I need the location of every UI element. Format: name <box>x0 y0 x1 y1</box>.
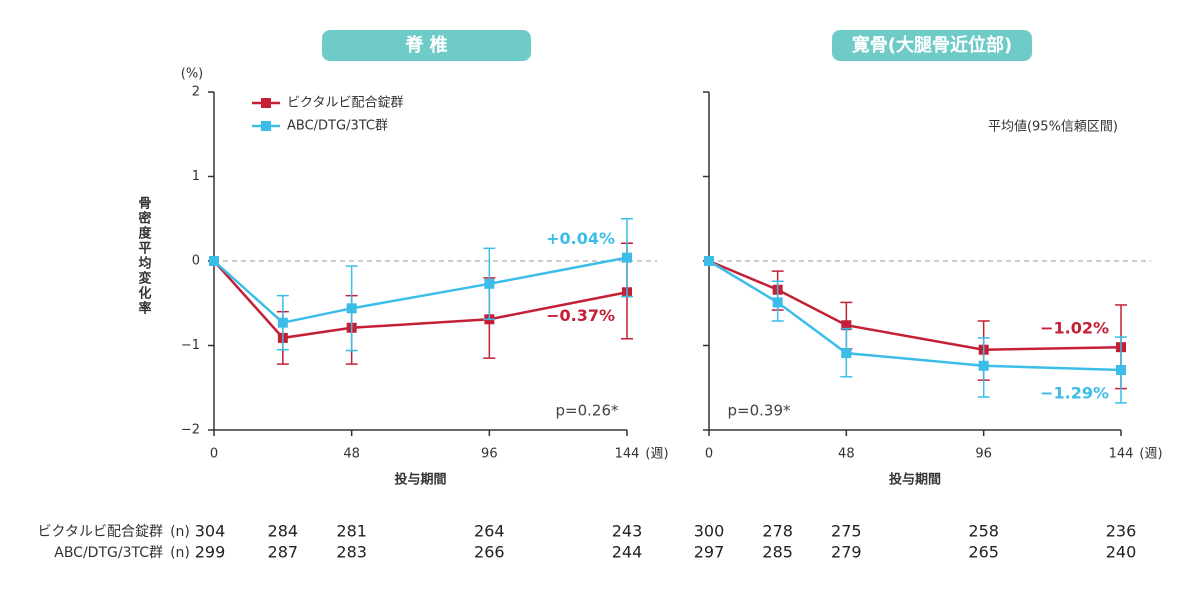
n-unit: (n) <box>170 524 190 540</box>
n-count: 258 <box>968 522 999 541</box>
x-tick-label: 0 <box>705 447 713 462</box>
n-count: 243 <box>612 522 643 541</box>
marker <box>277 317 288 328</box>
n-count: 236 <box>1106 522 1137 541</box>
chart-title: 寛骨(大腿骨近位部) <box>852 34 1012 56</box>
x-tick-label: 48 <box>343 447 360 462</box>
title-pill <box>322 30 531 61</box>
n-count: 266 <box>474 543 505 562</box>
value-label: +0.04% <box>546 229 615 248</box>
n-row-label: ABC/DTG/3TC群 <box>54 545 163 561</box>
y-tick-label: −2 <box>181 423 200 438</box>
marker <box>704 256 714 266</box>
x-tick-label: 48 <box>838 447 855 462</box>
y-tick-label: 0 <box>192 254 200 269</box>
x-axis-label: 投与期間 <box>394 472 446 488</box>
x-tick-label: 96 <box>481 447 498 462</box>
n-count: 287 <box>268 543 299 562</box>
x-unit: (週) <box>1139 447 1162 462</box>
chart-title: 脊 椎 <box>404 34 447 56</box>
marker <box>346 303 357 314</box>
marker <box>209 256 219 266</box>
marker <box>841 320 852 331</box>
p-value: p=0.39* <box>728 402 791 420</box>
n-count: 304 <box>195 522 226 541</box>
n-count: 279 <box>831 543 862 562</box>
x-tick-label: 0 <box>210 447 218 462</box>
marker <box>622 252 632 263</box>
marker <box>841 348 852 359</box>
n-count: 264 <box>474 522 505 541</box>
n-count: 244 <box>612 543 643 562</box>
n-count: 300 <box>694 522 725 541</box>
legend-label: ABC/DTG/3TC群 <box>287 119 388 134</box>
x-tick-label: 144 <box>1109 447 1134 462</box>
n-count: 285 <box>762 543 793 562</box>
legend-label: ビクタルビ配合錠群 <box>287 96 403 111</box>
n-count: 299 <box>195 543 226 562</box>
legend-marker <box>261 98 271 108</box>
n-count: 278 <box>762 522 793 541</box>
marker <box>484 278 495 289</box>
value-label: −0.37% <box>546 306 615 325</box>
x-axis-label: 投与期間 <box>889 472 941 488</box>
n-row-label: ビクタルビ配合錠群 <box>38 524 163 540</box>
y-tick-label: 1 <box>192 169 200 184</box>
y-unit: (%) <box>181 67 204 82</box>
value-label: −1.02% <box>1040 319 1109 338</box>
y-axis-label: 骨密度平均変化率 <box>136 196 153 316</box>
p-value: p=0.26* <box>556 402 619 420</box>
marker <box>978 360 989 371</box>
x-tick-label: 96 <box>975 447 992 462</box>
series-line <box>213 260 628 340</box>
x-unit: (週) <box>645 447 668 462</box>
title-pill <box>832 30 1032 61</box>
x-tick-label: 144 <box>615 447 640 462</box>
n-count: 284 <box>268 522 299 541</box>
marker <box>1116 365 1126 376</box>
n-count: 281 <box>336 522 367 541</box>
n-count: 283 <box>336 543 367 562</box>
note: 平均値(95%信頼区間) <box>988 119 1118 135</box>
n-unit: (n) <box>170 545 190 561</box>
y-tick-label: −1 <box>181 338 200 353</box>
value-label: −1.29% <box>1040 384 1109 403</box>
y-tick-label: 2 <box>192 85 200 100</box>
n-count: 275 <box>831 522 862 541</box>
n-count: 240 <box>1106 543 1137 562</box>
marker <box>772 297 783 308</box>
series-line <box>708 259 1122 372</box>
n-count: 297 <box>694 543 725 562</box>
n-count: 265 <box>968 543 999 562</box>
legend-marker <box>261 121 271 131</box>
